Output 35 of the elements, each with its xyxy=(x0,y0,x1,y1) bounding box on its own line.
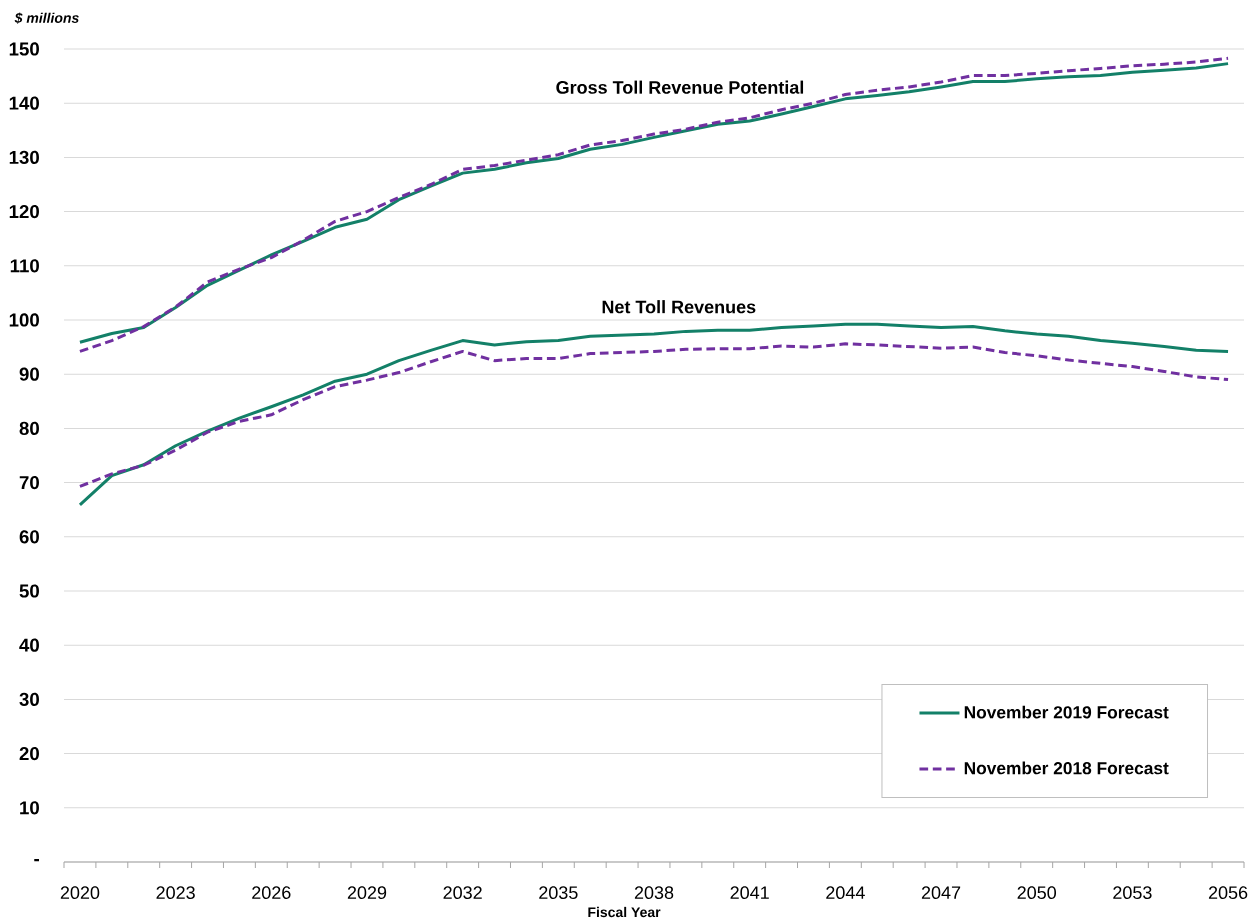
x-tick-label: 2038 xyxy=(634,886,674,899)
y-tick-label: 10 xyxy=(20,801,39,815)
y-tick-label: 140 xyxy=(9,96,39,110)
y-tick-label: 90 xyxy=(19,367,39,381)
y-tick-label: 60 xyxy=(19,530,39,544)
x-tick-label: 2056 xyxy=(1208,886,1248,899)
x-tick-label: 2023 xyxy=(156,886,195,899)
y-axis-title: $ millions xyxy=(14,12,79,24)
x-tick-label: 2035 xyxy=(539,886,578,899)
y-tick-label: 80 xyxy=(19,421,39,436)
x-tick-label: 2050 xyxy=(1017,886,1057,899)
y-tick-label: 100 xyxy=(9,313,39,327)
legend-label: November 2019 Forecast xyxy=(964,705,1169,719)
x-tick-label: 2044 xyxy=(826,886,865,899)
x-tick-label: 2032 xyxy=(443,886,482,899)
x-tick-label: 2020 xyxy=(60,886,100,899)
y-tick-label: 120 xyxy=(9,204,39,219)
y-tick-label: 130 xyxy=(9,150,39,165)
y-tick-label: 110 xyxy=(10,259,39,273)
x-tick-label: 2047 xyxy=(921,886,961,899)
y-tick-label: - xyxy=(34,859,39,862)
y-tick-label: 30 xyxy=(19,692,39,707)
y-tick-label: 50 xyxy=(19,584,39,598)
annotation: Gross Toll Revenue Potential xyxy=(556,80,804,94)
annotation: Net Toll Revenues xyxy=(602,300,756,314)
x-tick-label: 2053 xyxy=(1113,886,1152,899)
x-tick-label: 2029 xyxy=(347,886,387,899)
x-axis-title: Fiscal Year xyxy=(588,906,661,918)
y-tick-label: 150 xyxy=(9,42,39,56)
x-tick-label: 2026 xyxy=(252,886,291,899)
y-tick-label: 70 xyxy=(19,475,39,490)
x-tick-label: 2041 xyxy=(730,886,769,899)
y-tick-label: 20 xyxy=(19,746,39,761)
y-tick-label: 40 xyxy=(19,638,39,652)
legend-label: November 2018 Forecast xyxy=(964,761,1169,775)
